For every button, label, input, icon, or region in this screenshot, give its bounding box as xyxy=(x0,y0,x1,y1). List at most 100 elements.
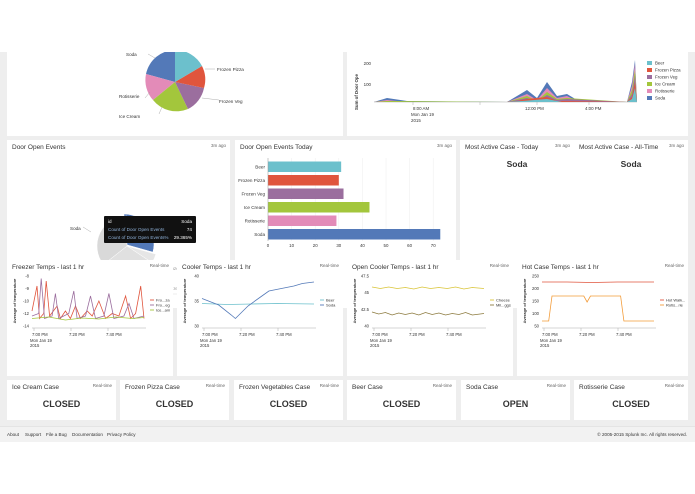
case-title: Beer Case xyxy=(352,384,383,391)
temp-legend-label[interactable]: Hot Walk... xyxy=(666,298,685,303)
temp-ytick: -12 xyxy=(23,311,30,316)
panel-refresh-time: Real-time xyxy=(664,263,684,268)
temp-ytick: 150 xyxy=(532,299,540,304)
footer: About Support File a Bug Documentation P… xyxy=(0,426,695,442)
temp-legend-label[interactable]: Rotis...rie xyxy=(666,303,684,308)
legend-label[interactable]: Ice Cream xyxy=(655,82,676,87)
top-pie-slice-frozen-veg[interactable] xyxy=(175,82,204,109)
top-pie-slice-soda[interactable] xyxy=(146,50,175,82)
bar-category-label: Frozen Veg xyxy=(242,191,266,196)
temp-xsub2: 2015 xyxy=(540,343,550,348)
case-status-value: CLOSED xyxy=(42,399,81,409)
panel-title: Door Open Events xyxy=(12,144,66,151)
temp-xtick: 7:20 PM xyxy=(409,332,425,337)
temp-ytick: 40 xyxy=(194,274,199,279)
legend-label[interactable]: Rotisserie xyxy=(655,89,675,94)
bar-category-label: Rotisserie xyxy=(245,218,266,223)
temp-xsub: Mon Jan 19 xyxy=(370,338,393,343)
temp-xtick: 7:20 PM xyxy=(579,332,595,337)
legend-label[interactable]: Beer xyxy=(655,61,665,66)
temp-series-line[interactable] xyxy=(31,316,145,321)
top-pie-leaders xyxy=(144,53,220,115)
temp-legend-label[interactable]: Fro...eg xyxy=(156,303,170,308)
temp-xtick: 7:40 PM xyxy=(446,332,462,337)
top-pie-label-soda: Soda xyxy=(126,52,137,57)
temp-line-chart: Average of temperature 47.5 45 42.5 40 Cheese… xyxy=(352,274,511,349)
temp-series-line[interactable] xyxy=(371,311,485,316)
top-pie-label-rotisserie: Rotisserie xyxy=(119,94,140,99)
footer-link-privacy[interactable]: Privacy Policy xyxy=(107,432,136,437)
bar-xtick: 50 xyxy=(384,243,389,248)
bar-beer[interactable] xyxy=(268,161,342,173)
temp-series-line[interactable] xyxy=(31,278,145,320)
bar-frozen-pizza[interactable] xyxy=(268,175,339,186)
temp-series-line[interactable] xyxy=(371,286,485,290)
legend-swatch-ice-cream xyxy=(647,82,652,86)
bar-xtick: 30 xyxy=(336,243,341,248)
temp-series-line[interactable] xyxy=(201,281,315,320)
top-pie-slice-ice-cream[interactable] xyxy=(153,82,188,112)
temp-ytick: 42.5 xyxy=(361,307,370,312)
panel-refresh-time: Real-time xyxy=(489,263,509,268)
temp-ylabel: Average of temperature xyxy=(522,278,527,324)
footer-link-support[interactable]: Support xyxy=(25,432,42,437)
panel-temp-1: Cooler Temps - last 1 hr Real-time Average… xyxy=(177,260,343,376)
case-status-value: CLOSED xyxy=(269,399,308,409)
top-area-xtick: 12:00 PM xyxy=(525,106,544,111)
temp-ytick: -9 xyxy=(25,286,29,291)
bar-xtick: 70 xyxy=(431,243,436,248)
panel-refresh-time: Real-time xyxy=(319,383,339,388)
temp-ytick: 40 xyxy=(364,324,369,329)
temp-xsub2: 2015 xyxy=(30,343,40,348)
temp-ylabel: Average of temperature xyxy=(12,278,17,324)
case-status-tile: Ice Cream Case Real-time CLOSED xyxy=(7,380,116,420)
footer-link-about[interactable]: About xyxy=(7,432,20,437)
legend-swatch-beer xyxy=(647,61,652,65)
temp-ytick: 30 xyxy=(194,324,199,329)
temp-xtick: 7:40 PM xyxy=(276,332,292,337)
bar-rotisserie[interactable] xyxy=(268,215,337,227)
temp-series-line[interactable] xyxy=(542,295,654,322)
top-pie-slice-beer[interactable] xyxy=(175,49,202,82)
bar-ice-cream[interactable] xyxy=(268,202,370,213)
area-series-frozen-pizza xyxy=(374,82,637,102)
temp-series-line[interactable] xyxy=(542,281,654,283)
bar-frozen-veg[interactable] xyxy=(268,188,344,200)
temp-legend-label[interactable]: Soda xyxy=(326,303,336,308)
panel-refresh-time: 3m ago xyxy=(668,143,684,148)
bar-xtick: 0 xyxy=(267,243,270,248)
tooltip-key: Count of Door Open Events% xyxy=(108,235,169,240)
legend-swatch-frozen-pizza xyxy=(647,68,652,72)
footer-copyright: © 2005-2015 Splunk Inc. All rights reser… xyxy=(597,432,687,437)
temp-series-line[interactable] xyxy=(201,303,315,305)
legend-label[interactable]: Soda xyxy=(655,96,666,101)
top-pie-slice-frozen-pizza[interactable] xyxy=(175,66,206,88)
top-pie-slice-rotisserie[interactable] xyxy=(145,74,175,100)
temp-legend-label[interactable]: Fro...za xyxy=(156,298,170,303)
temp-legend-label[interactable]: Mil...ggs xyxy=(496,303,511,308)
top-area-legend: Beer Frozen Pizza Frozen Veg Ice Cream R… xyxy=(647,61,681,101)
pie-label-ice-cream: Ice Cream xyxy=(163,286,184,291)
legend-label[interactable]: Frozen Pizza xyxy=(655,68,681,73)
bar-soda[interactable] xyxy=(268,229,441,240)
temp-xtick: 7:20 PM xyxy=(69,332,85,337)
legend-swatch-soda xyxy=(647,96,652,100)
footer-link-file-bug[interactable]: File a Bug xyxy=(46,432,67,437)
top-area-chart: Sum of Door Ope 200 100 8:00 AM 12:00 PM… xyxy=(354,60,681,123)
temp-legend-label[interactable]: Beer xyxy=(326,298,335,303)
temp-series-line[interactable] xyxy=(31,280,145,320)
panel-temp-2: Open Cooler Temps - last 1 hr Real-time Av… xyxy=(347,260,513,376)
panel-refresh-time: 3m ago xyxy=(436,143,452,148)
top-area-xtick: 4:00 PM xyxy=(585,106,602,111)
temp-ytick: -8 xyxy=(25,274,29,279)
legend-label[interactable]: Frozen Veg xyxy=(655,75,678,80)
dashboard: Soda Frozen Pizza Frozen Veg Ice Cream R… xyxy=(0,49,695,426)
temp-legend-label[interactable]: Ice...am xyxy=(156,308,171,313)
case-status-tile: Soda Case Real-time OPEN xyxy=(461,380,570,420)
temp-legend-label[interactable]: Cheese xyxy=(496,298,511,303)
pie-tooltip: id Soda Count of Door Open Events 74 Count… xyxy=(104,216,196,243)
tooltip-key: id xyxy=(108,219,112,224)
temp-xtick: 7:40 PM xyxy=(106,332,122,337)
footer-link-documentation[interactable]: Documentation xyxy=(72,432,103,437)
